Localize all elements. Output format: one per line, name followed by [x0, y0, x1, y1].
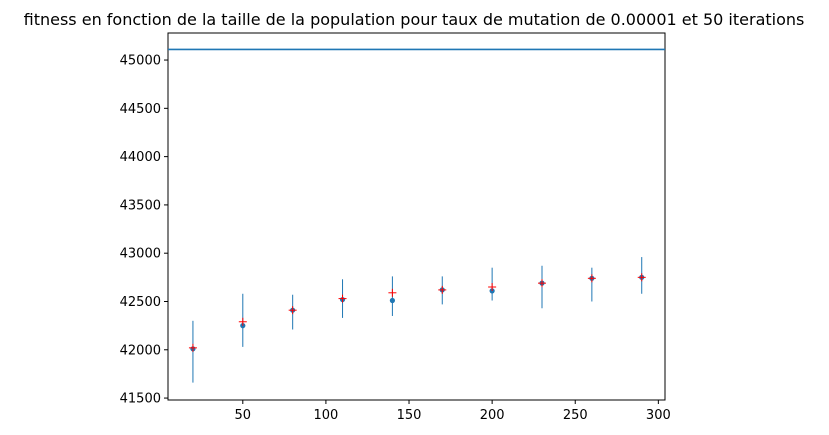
mean-marker	[537, 279, 546, 288]
mean-marker	[188, 343, 197, 352]
y-tick-label: 45000	[120, 54, 161, 69]
x-tick-label: 100	[313, 408, 338, 423]
mean-marker	[587, 274, 596, 283]
mean-marker	[238, 317, 247, 326]
mean-marker	[288, 306, 297, 315]
x-tick-label: 250	[563, 408, 588, 423]
y-tick-label: 42000	[120, 343, 161, 358]
y-tick-label: 42500	[120, 295, 161, 310]
y-tick-label: 44500	[120, 102, 161, 117]
plot-frame	[167, 32, 666, 401]
mean-marker	[438, 285, 447, 294]
y-tick-label: 43000	[120, 247, 161, 262]
x-tick-label: 300	[646, 408, 671, 423]
mean-marker	[338, 294, 347, 303]
data-point	[389, 297, 395, 304]
marks-layer	[168, 48, 665, 383]
y-tick-label: 44000	[120, 150, 161, 165]
x-tick-label: 150	[397, 408, 422, 423]
plot-area	[167, 32, 666, 401]
mean-marker	[488, 283, 497, 292]
x-tick-label: 50	[235, 408, 252, 423]
chart-title: fitness en fonction de la taille de la p…	[24, 10, 805, 29]
mean-marker	[637, 273, 646, 282]
y-tick-label: 41500	[120, 392, 161, 407]
mean-marker	[388, 288, 397, 297]
y-tick-label: 43500	[120, 198, 161, 213]
axes-layer: 50 100 150 200 250 300 41500 42000 42500 43000 435…	[120, 54, 671, 423]
x-tick-label: 200	[480, 408, 505, 423]
